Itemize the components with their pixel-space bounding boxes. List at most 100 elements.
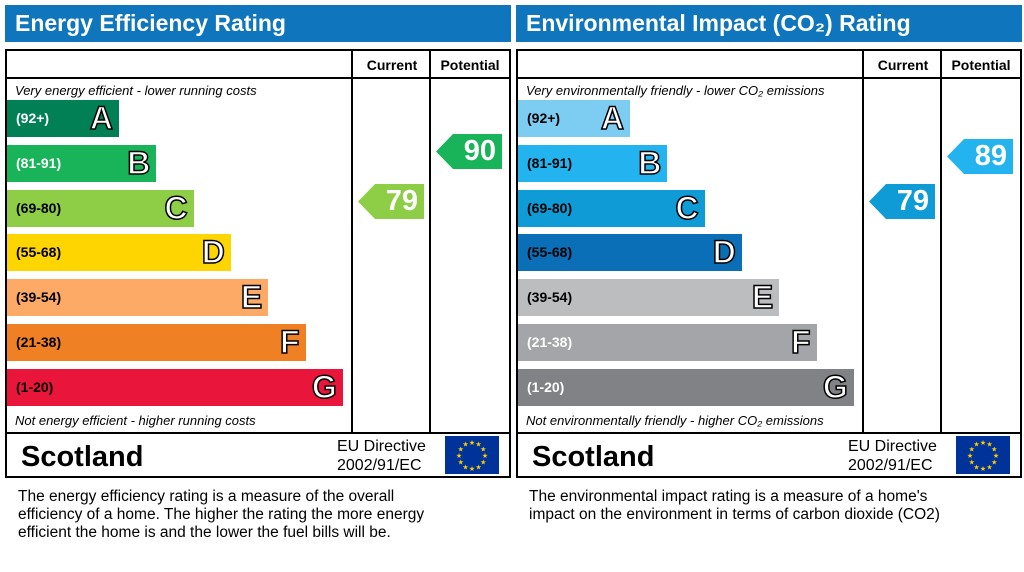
potential-rating-arrow: 89 (947, 138, 1013, 174)
description-line: The energy efficiency rating is a measur… (18, 488, 395, 505)
band-letter: F (279, 323, 300, 361)
region-label: Scotland (21, 441, 144, 473)
description-line: efficient the home is and the lower the … (18, 524, 391, 541)
band-range: (39-54) (527, 289, 573, 306)
band-range: (1-20) (527, 378, 565, 395)
svg-text:★: ★ (969, 446, 975, 454)
eu-flag-icon: ★ ★ ★ ★ ★ ★ ★ ★ ★ ★ ★ ★ (956, 436, 1010, 474)
band-letter: F (790, 323, 811, 361)
column-header-potential: Potential (431, 51, 509, 79)
column-header-current: Current (864, 51, 942, 79)
chart-title: Energy Efficiency Rating (5, 5, 511, 42)
band-range: (69-80) (527, 199, 573, 216)
bottom-caption: Not environmentally friendly - higher CO… (526, 413, 824, 428)
band-range: (92+) (16, 110, 50, 126)
column-header-current: Current (353, 51, 431, 79)
band-range: (21-38) (527, 334, 573, 350)
directive-line: EU Directive (848, 438, 937, 455)
band-d: (55-68) D (7, 234, 231, 272)
svg-text:★: ★ (469, 465, 475, 473)
header-blank (7, 51, 353, 79)
header-blank (518, 51, 864, 79)
svg-text:★: ★ (980, 465, 986, 473)
energy-efficiency-panel: Energy Efficiency Rating Current Potential… (5, 0, 511, 572)
band-b: (81-91) B (7, 144, 157, 182)
band-letter: A (89, 99, 114, 137)
band-range: (55-68) (527, 244, 573, 261)
svg-text:★: ★ (458, 459, 464, 467)
svg-text:★: ★ (993, 452, 999, 460)
directive-line: EU Directive (337, 438, 426, 455)
band-a: (92+) A (518, 99, 630, 137)
chart-title: Environmental Impact (CO₂) Rating (516, 5, 1022, 42)
current-rating-value: 79 (896, 184, 929, 217)
description-line: The environmental impact rating is a mea… (529, 488, 928, 505)
svg-text:★: ★ (969, 459, 975, 467)
band-range: (1-20) (16, 378, 54, 395)
band-letter: E (240, 278, 263, 316)
column-divider (862, 51, 864, 434)
svg-text:★: ★ (469, 439, 475, 447)
potential-rating-value: 89 (974, 139, 1007, 172)
band-g: (1-20) G (7, 368, 343, 406)
column-divider (940, 51, 942, 434)
band-c: (69-80) C (7, 189, 194, 227)
bottom-caption: Not energy efficient - higher running co… (15, 413, 256, 428)
svg-text:★: ★ (973, 441, 979, 449)
column-header-potential: Potential (942, 51, 1020, 79)
svg-text:★: ★ (973, 463, 979, 471)
svg-text:★: ★ (482, 452, 488, 460)
svg-text:★: ★ (480, 459, 486, 467)
svg-text:★: ★ (462, 441, 468, 449)
directive-code: 2002/91/EC (337, 457, 422, 474)
column-divider (429, 51, 431, 434)
band-letter: C (675, 189, 700, 227)
rating-box: Current Potential Very energy efficient - … (5, 49, 511, 478)
footer-divider (518, 432, 1020, 434)
svg-text:★: ★ (991, 446, 997, 454)
band-letter: A (600, 99, 625, 137)
svg-text:★: ★ (986, 463, 992, 471)
band-c: (69-80) C (518, 189, 705, 227)
band-e: (39-54) E (518, 278, 780, 317)
svg-text:★: ★ (458, 446, 464, 454)
description-line: efficiency of a home. The higher the rat… (18, 506, 425, 523)
footer-divider (7, 432, 509, 434)
band-a: (92+) A (7, 99, 119, 137)
environmental-impact-panel: Environmental Impact (CO₂) Rating Current… (516, 0, 1022, 572)
eu-directive: EU Directive 2002/91/EC (848, 437, 937, 475)
band-e: (39-54) E (7, 278, 269, 317)
band-range: (92+) (527, 110, 561, 126)
eu-directive: EU Directive 2002/91/EC (337, 437, 426, 475)
band-letter: D (201, 234, 226, 272)
region-label: Scotland (532, 441, 655, 473)
svg-text:★: ★ (967, 452, 973, 460)
band-range: (81-91) (16, 154, 62, 171)
eu-flag-icon: ★ ★ ★ ★ ★ ★ ★ ★ ★ ★ ★ ★ (445, 436, 499, 474)
band-range: (81-91) (527, 154, 573, 171)
band-range: (21-38) (16, 334, 62, 350)
svg-text:★: ★ (480, 446, 486, 454)
band-letter: G (311, 368, 337, 406)
svg-text:★: ★ (475, 441, 481, 449)
band-range: (39-54) (16, 289, 62, 306)
band-g: (1-20) G (518, 368, 854, 406)
band-b: (81-91) B (518, 144, 668, 182)
description: The environmental impact rating is a mea… (529, 488, 1019, 524)
top-caption: Very environmentally friendly - lower CO… (526, 83, 825, 98)
band-letter: B (637, 144, 662, 182)
svg-text:★: ★ (462, 463, 468, 471)
potential-rating-arrow: 90 (436, 134, 502, 169)
current-rating-arrow: 79 (869, 183, 935, 219)
band-range: (69-80) (16, 199, 62, 216)
svg-text:★: ★ (456, 452, 462, 460)
band-letter: D (712, 234, 737, 272)
band-range: (55-68) (16, 244, 62, 261)
band-letter: G (822, 368, 848, 406)
svg-text:★: ★ (475, 463, 481, 471)
band-f: (21-38) F (518, 323, 817, 361)
svg-text:★: ★ (991, 459, 997, 467)
directive-code: 2002/91/EC (848, 457, 933, 474)
band-letter: C (164, 189, 189, 227)
current-rating-arrow: 79 (358, 183, 424, 219)
